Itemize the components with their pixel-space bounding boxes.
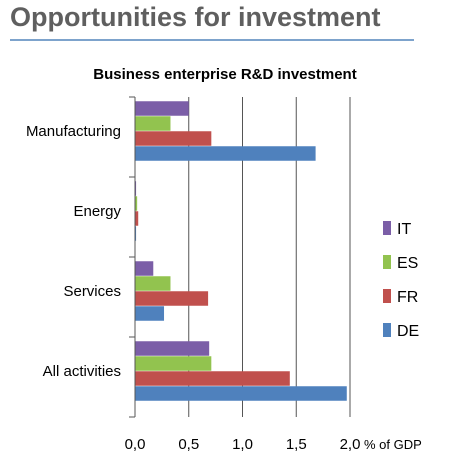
bar-it-manufacturing [135,101,189,116]
x-tick-label: 0,5 [178,436,199,453]
bar-de-services [135,306,165,321]
axes [129,96,136,418]
legend-swatch-de [383,323,391,337]
gridlines [188,97,351,417]
x-tick-label: 0,0 [125,436,146,453]
bar-fr-energy [135,211,139,226]
bar-it-services [135,261,154,276]
chart-title: Business enterprise R&D investment [93,66,357,83]
category-labels: Manufacturing Energy Services All activitie… [26,123,122,380]
x-tick-label: 2,0 [340,436,361,453]
x-axis-unit-label: % of GDP [364,437,422,452]
legend-label-de: DE [397,323,419,340]
bar-de-energy [135,226,137,241]
x-tick-label: 1,0 [232,436,253,453]
slide-title: Opportunities for investment [10,2,381,32]
legend-label-it: IT [397,221,411,238]
category-label: Energy [73,203,121,220]
legend-swatch-es [383,255,391,269]
bar-it-all-activities [135,341,210,356]
legend-label-fr: FR [397,289,418,306]
bar-de-all-activities [135,386,347,401]
bar-es-energy [135,196,138,211]
bar-de-manufacturing [135,146,316,161]
bar-fr-services [135,291,209,306]
bars [135,101,347,401]
bar-es-services [135,276,171,291]
x-tick-label: 1,5 [286,436,307,453]
category-label: All activities [43,363,121,380]
bar-es-all-activities [135,356,212,371]
category-label: Manufacturing [26,123,121,140]
legend: IT ES FR DE [383,221,419,340]
category-label: Services [63,283,121,300]
legend-label-es: ES [397,255,418,272]
title-divider [10,39,414,41]
bar-es-manufacturing [135,116,171,131]
bar-it-energy [135,181,137,196]
tick-labels: 0,0 0,5 1,0 1,5 2,0% of GDP [125,436,422,453]
legend-swatch-fr [383,289,391,303]
bar-fr-manufacturing [135,131,212,146]
legend-swatch-it [383,221,391,235]
bar-fr-all-activities [135,371,290,386]
